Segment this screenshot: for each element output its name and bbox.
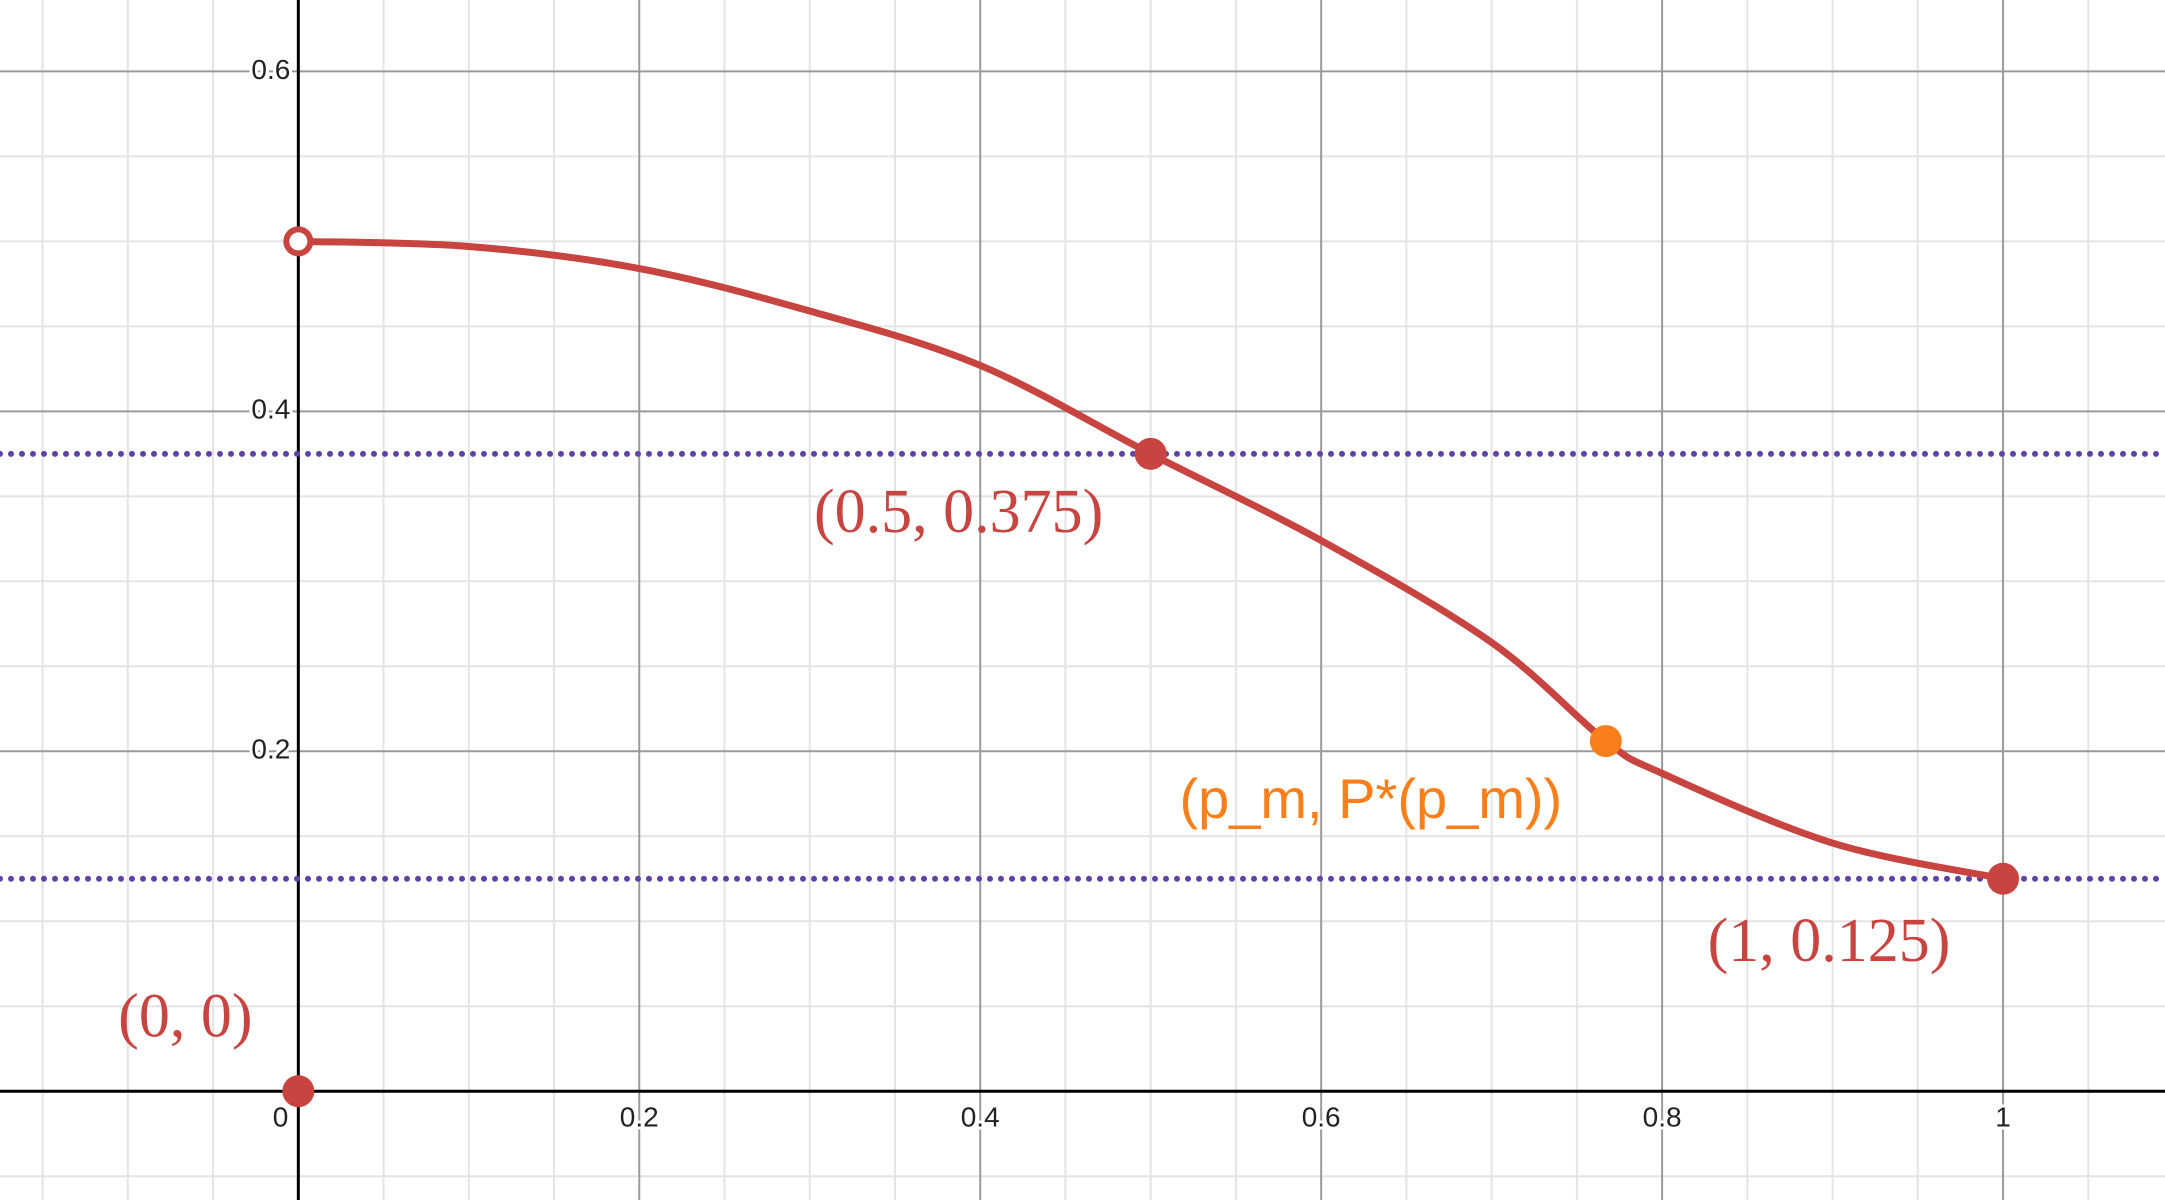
y-tick-label: 0.6: [251, 54, 290, 85]
curve: [294, 237, 2007, 883]
x-tick-label: 0.2: [620, 1102, 659, 1133]
y-tick-label: 0.4: [251, 394, 290, 425]
point: [1589, 725, 1622, 758]
point-label: (p_m, P*(p_m)): [1179, 767, 1562, 830]
point: [282, 1075, 315, 1108]
point-label: (0, 0): [118, 982, 252, 1050]
x-tick-label: 0.6: [1302, 1102, 1341, 1133]
open-point: [283, 226, 314, 257]
y-tick-label: 0.2: [251, 734, 290, 765]
x-tick-label: 0: [273, 1102, 289, 1133]
x-tick-label: 0.8: [1643, 1102, 1682, 1133]
point: [1987, 862, 2020, 895]
x-tick-label: 1: [1995, 1102, 2011, 1133]
point: [1134, 437, 1167, 470]
point-label: (0.5, 0.375): [814, 478, 1103, 546]
x-tick-label: 0.4: [961, 1102, 1000, 1133]
point-label: (1, 0.125): [1708, 907, 1951, 975]
